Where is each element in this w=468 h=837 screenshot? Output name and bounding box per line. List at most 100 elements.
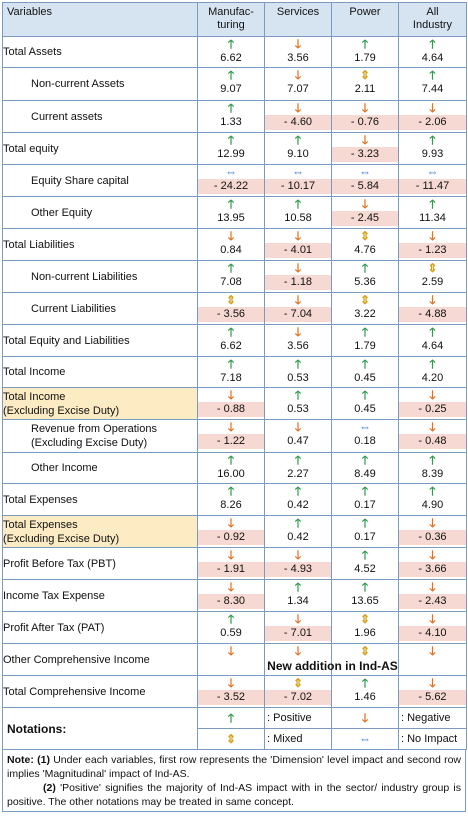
- value-cell: 🡓 - 0.76: [331, 100, 399, 133]
- row-label: Total Income (Excluding Excise Duty): [2, 387, 198, 420]
- value-cell: 🡓 - 1.91: [197, 547, 265, 580]
- row-label-line2: (Excluding Excise Duty): [3, 532, 120, 545]
- impact-value: 0.45: [354, 372, 376, 384]
- table-row: Other Comprehensive Income 🡓 New addition …: [2, 643, 467, 676]
- impact-value: 8.39: [421, 468, 444, 480]
- impact-value: - 11.47: [399, 179, 466, 194]
- impact-value: 1.34: [287, 595, 309, 607]
- impact-value: - 0.25: [399, 402, 466, 417]
- value-cell: 🡓: [398, 643, 467, 676]
- up-arrow-icon: 🡑: [361, 388, 369, 402]
- impact-value: 7.18: [220, 372, 242, 384]
- impact-value: 16.00: [217, 468, 245, 480]
- row-label: Total Expenses: [2, 483, 198, 516]
- down-arrow-icon: 🡓: [361, 101, 369, 115]
- impact-value: 1.33: [220, 116, 242, 128]
- table-row: Total Comprehensive Income 🡓 - 3.52 ⇕ - 7.02…: [2, 675, 467, 708]
- value-cell: 🡓 - 3.66: [398, 547, 467, 580]
- table-row: Total Income (Excluding Excise Duty) 🡓 - 0.…: [2, 387, 467, 420]
- value-cell: 🡑 7.18: [197, 356, 265, 388]
- impact-value: - 0.88: [198, 402, 264, 417]
- down-arrow-icon: 🡓: [429, 580, 436, 594]
- row-label: Revenue from Operations (Excluding Excise…: [2, 419, 198, 453]
- down-arrow-icon: 🡓: [429, 676, 436, 690]
- legend-no-impact: : No Impact: [398, 728, 467, 750]
- impact-value: 2.59: [421, 276, 444, 288]
- down-arrow-icon: 🡓: [294, 293, 302, 307]
- impact-value: - 5.62: [399, 690, 466, 705]
- impact-table: Variables Manufac-turing Services Power …: [2, 2, 467, 708]
- table-row: Income Tax Expense 🡓 - 8.30 🡑 1.34 🡑 13.65 🡓 - 2…: [2, 579, 467, 612]
- impact-value: 10.58: [284, 212, 312, 224]
- down-arrow-icon: 🡓: [429, 548, 436, 562]
- none-arrow-icon: ⇔: [359, 165, 371, 179]
- none-arrow-icon: ⇔: [225, 165, 237, 179]
- value-cell: 🡑 1.34: [264, 579, 332, 612]
- none-arrow-icon: ⇔: [359, 420, 371, 434]
- table-row: Total Assets 🡑 6.62 🡓 3.56 🡑 1.79 🡑 4.64: [2, 36, 467, 68]
- table-row: Total Expenses 🡑 8.26 🡑 0.42 🡑 0.17 🡑 4.90: [2, 483, 467, 516]
- value-cell: 🡑 5.36: [331, 260, 399, 293]
- row-label: Current assets: [2, 100, 198, 133]
- mixed-arrow-icon: ⇕: [292, 676, 304, 690]
- table-row: Other Equity 🡑 13.95 🡑 10.58 🡓 - 2.45 🡑 11.34: [2, 196, 467, 229]
- down-arrow-icon: 🡓: [227, 676, 235, 690]
- up-arrow-icon: 🡑: [429, 325, 436, 339]
- table-row: Non-current Assets 🡑 9.07 🡓 7.07 ⇕ 2.11 🡑 7.44: [2, 67, 467, 101]
- impact-value: 0.84: [220, 244, 242, 256]
- notes-section: Note: (1) Under each variables, first ro…: [2, 750, 466, 812]
- row-label: Other Income: [2, 452, 198, 484]
- row-label: Total Expenses (Excluding Excise Duty): [2, 515, 198, 548]
- legend-negative: : Negative: [398, 707, 467, 729]
- impact-value: 6.62: [220, 52, 242, 64]
- value-cell: 🡓 - 8.30: [197, 579, 265, 612]
- impact-value: 4.52: [354, 563, 376, 575]
- impact-value: 12.99: [217, 148, 245, 160]
- row-label-line1: Total Income: [3, 390, 66, 403]
- impact-value: - 7.04: [265, 307, 331, 322]
- value-cell: ⇔ 0.18: [331, 419, 399, 453]
- row-label: Other Comprehensive Income: [2, 643, 198, 676]
- table-row: Non-current Liabilities 🡑 7.08 🡓 - 1.18 🡑 5.36…: [2, 260, 467, 293]
- up-arrow-icon: 🡑: [429, 197, 436, 211]
- ind-as-addition-note: New addition in Ind-AS: [267, 659, 398, 673]
- impact-value: 6.62: [220, 340, 242, 352]
- row-label: Total Equity and Liabilities: [2, 324, 198, 357]
- value-cell: 🡓 - 1.23: [398, 228, 467, 261]
- mixed-arrow-icon: ⇕: [359, 644, 371, 658]
- impact-value: - 4.88: [399, 307, 466, 322]
- impact-value: - 3.66: [399, 562, 466, 577]
- up-arrow-icon: 🡑: [294, 357, 302, 371]
- value-cell: 🡓 - 4.01: [264, 228, 332, 261]
- impact-value: - 1.91: [198, 562, 264, 577]
- note-1: Note: (1) Under each variables, first ro…: [7, 753, 461, 781]
- down-arrow-icon: 🡓: [227, 388, 235, 402]
- impact-value: - 5.84: [332, 179, 398, 194]
- value-cell: 🡓 - 0.48: [398, 419, 467, 453]
- row-label: Total Assets: [2, 36, 198, 68]
- impact-value: 9.93: [421, 148, 444, 160]
- impact-value: 1.79: [354, 52, 376, 64]
- value-cell: 🡓 - 2.43: [398, 579, 467, 612]
- up-arrow-icon: 🡑: [294, 197, 302, 211]
- value-cell: 🡓 3.56: [264, 36, 332, 68]
- note-2-label: (2): [43, 782, 56, 794]
- value-cell: 🡓 - 2.45: [331, 196, 399, 229]
- note-label: Note:: [7, 754, 34, 766]
- value-cell: ⇕: [331, 643, 399, 676]
- impact-value: - 0.36: [399, 530, 466, 545]
- impact-value: - 7.01: [265, 626, 331, 641]
- value-cell: 🡑 4.64: [398, 324, 467, 357]
- impact-value: 0.17: [354, 499, 376, 511]
- value-cell: 🡓 - 0.88: [197, 387, 265, 420]
- value-cell: ⇔ - 11.47: [398, 164, 467, 197]
- table-row: Current assets 🡑 1.33 🡓 - 4.60 🡓 - 0.76 🡓 - 2.06: [2, 100, 467, 133]
- value-cell: 🡓 - 0.92: [197, 515, 265, 548]
- impact-value: 1.46: [354, 691, 376, 703]
- table-row: Other Income 🡑 16.00 🡑 2.27 🡑 8.49 🡑 8.39: [2, 452, 467, 484]
- value-cell: 🡑 13.95: [197, 196, 265, 229]
- value-cell: 🡓 - 4.88: [398, 292, 467, 325]
- value-cell: 🡓 - 5.62: [398, 675, 467, 708]
- up-arrow-icon: 🡑: [227, 68, 235, 82]
- impact-value: 4.20: [421, 372, 444, 384]
